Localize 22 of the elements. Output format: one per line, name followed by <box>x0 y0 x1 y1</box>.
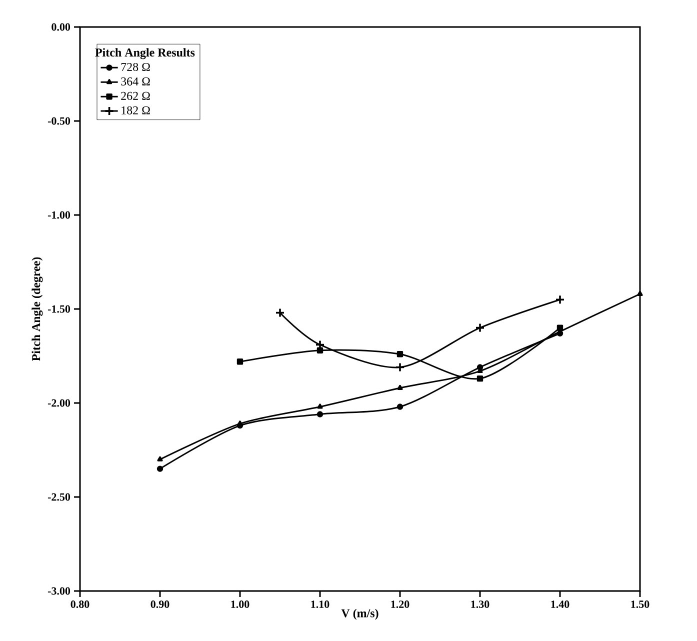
y-tick-label: -2.50 <box>48 493 70 501</box>
legend-label: 728 Ω <box>121 62 150 72</box>
x-tick-label: 0.80 <box>70 600 90 608</box>
y-tick-label: -0.50 <box>48 117 70 125</box>
legend-label: 262 Ω <box>121 92 150 100</box>
x-tick-label: 1.50 <box>631 600 650 608</box>
x-tick-label: 1.40 <box>551 600 570 608</box>
legend-label: 364 Ω <box>121 77 150 86</box>
x-tick-label: 1.00 <box>231 600 250 608</box>
x-axis-title: V (m/s) <box>341 608 378 620</box>
y-tick-label: -2.00 <box>48 399 70 407</box>
y-tick-label: -3.00 <box>48 587 70 595</box>
x-tick-label: 1.20 <box>391 600 410 608</box>
y-tick-label: -1.50 <box>48 305 70 313</box>
y-tick-label: 0.00 <box>52 23 70 31</box>
legend-label: 182 Ω <box>122 106 150 114</box>
x-tick-label: 1.30 <box>471 600 490 608</box>
y-axis-title: Pitch Angle (degree) <box>32 257 43 362</box>
legend-title: Pitch Angle Results <box>95 48 195 60</box>
x-tick-label: 1.10 <box>311 600 330 608</box>
y-tick-label: -1.00 <box>48 211 70 219</box>
x-tick-label: 0.90 <box>150 600 170 608</box>
